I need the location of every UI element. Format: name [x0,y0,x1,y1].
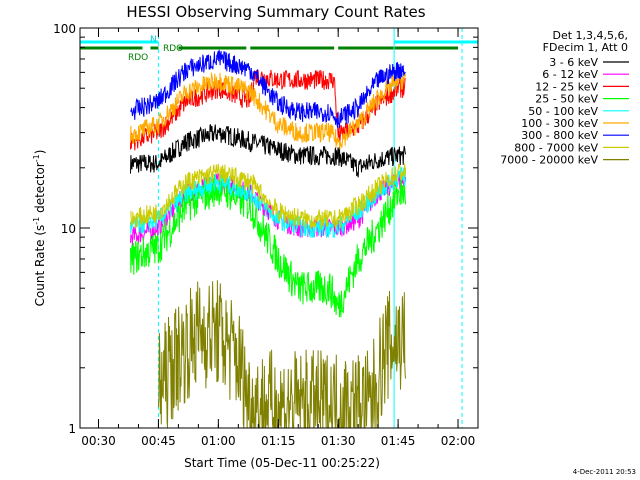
series-line [130,70,407,150]
legend-entry-label: 3 - 6 keV [549,56,598,69]
flag-label: RDO [128,53,148,63]
legend-entry-label: 50 - 100 keV [528,105,598,118]
legend-header-line-2: FDecim 1, Att 0 [543,41,628,54]
legend-entry-label: 7000 - 20000 keV [500,154,598,167]
series-line [157,280,407,429]
legend-entry-label: 12 - 25 keV [535,80,598,93]
y-tick-label: 1 [68,422,76,436]
legend-entry-label: 25 - 50 keV [535,93,598,106]
y-axis-label-mid: detector [33,162,47,217]
legend-entry-label: 800 - 7000 keV [514,141,598,154]
x-tick-label: 01:15 [261,434,296,448]
x-tick-label: 00:45 [141,434,176,448]
chart-title: HESSI Observing Summary Count Rates [126,3,425,21]
flag-label: RDO [163,44,183,54]
series-line [130,49,406,129]
y-axis-label-main: Count Rate (s [33,225,47,307]
series-line [130,173,407,318]
footer-timestamp: 4-Dec-2011 20:53 [573,468,636,476]
x-tick-label: 00:30 [81,434,116,448]
axes: 1 10 100 00:30 00:45 01:00 01:15 01:30 01:45 02:0… [53,22,479,448]
legend-entry-label: 6 - 12 keV [542,68,598,81]
x-tick-label: 01:30 [321,434,356,448]
y-tick-label: 100 [53,22,76,36]
legend: Det 1,3,4,5,6, FDecim 1, Att 0 3 - 6 keV… [500,29,629,167]
series-line [130,163,407,230]
x-tick-label: 01:45 [381,434,416,448]
legend-entry-label: 300 - 800 keV [521,129,598,142]
legend-header-line-1: Det 1,3,4,5,6, [552,29,628,42]
y-axis-label-sup1: -1 [32,217,41,225]
legend-entry-label: 100 - 300 keV [521,117,598,130]
x-tick-label: 01:00 [201,434,236,448]
y-axis-label: Count Rate (s-1 detector-1) [32,150,47,307]
y-axis-label-sup2: -1 [32,154,41,162]
x-axis-label: Start Time (05-Dec-11 00:25:22) [184,456,380,470]
flag-label: N [150,35,157,45]
y-axis-label-end: ) [33,150,47,155]
y-tick-label: 10 [61,222,76,236]
series-line [130,124,407,178]
series-layer [130,49,407,429]
x-tick-label: 02:00 [441,434,476,448]
